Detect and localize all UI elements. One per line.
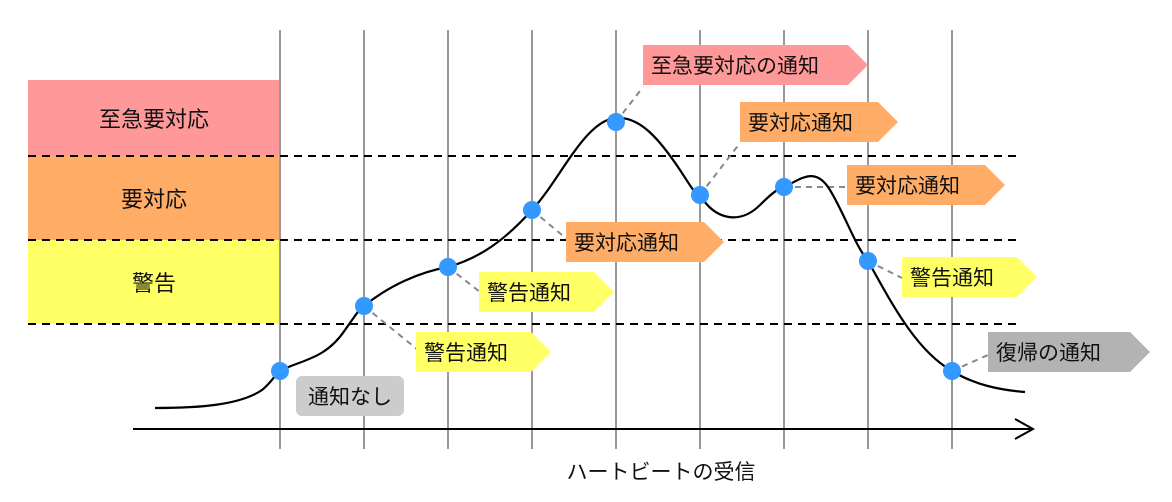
label-critical: 至急要対応の通知 [643,45,868,85]
point-1 [271,362,289,380]
point-2 [355,297,373,315]
band-warning: 警告 [28,240,280,324]
label-text: 復帰の通知 [996,341,1101,365]
point-4 [523,201,541,219]
x-axis-arrow [133,418,1036,440]
label-recovery: 復帰の通知 [988,332,1150,372]
heartbeat-curve [154,116,1026,410]
label-warning-2: 警告通知 [479,272,614,312]
label-action-3: 要対応通知 [847,165,1005,205]
label-text: 警告通知 [424,341,508,365]
point-3 [439,258,457,276]
heartbeat-points [271,113,961,380]
label-no-notification: 通知なし [296,376,404,416]
leader-lines [363,86,989,372]
point-8 [859,252,877,270]
band-action: 要対応 [28,156,280,240]
band-critical: 至急要対応 [28,80,280,156]
band-action-label: 要対応 [120,188,187,213]
label-action-1: 要対応通知 [566,222,724,262]
label-warning-1: 警告通知 [416,332,551,372]
label-warning-3: 警告通知 [902,257,1037,297]
label-text: 要対応通知 [574,231,679,255]
point-6 [691,186,709,204]
label-text: 通知なし [308,385,392,409]
point-9 [943,362,961,380]
label-action-2: 要対応通知 [740,102,898,142]
point-7 [775,178,793,196]
threshold-lines [28,155,1018,325]
point-5 [607,113,625,131]
label-text: 至急要対応の通知 [651,54,819,78]
label-text: 要対応通知 [748,111,853,135]
x-axis-label: ハートビートの受信 [566,460,756,484]
label-text: 要対応通知 [855,174,960,198]
band-critical-label: 至急要対応 [98,108,209,133]
label-text: 警告通知 [487,281,571,305]
band-warning-label: 警告 [131,272,176,297]
label-text: 警告通知 [910,266,994,290]
